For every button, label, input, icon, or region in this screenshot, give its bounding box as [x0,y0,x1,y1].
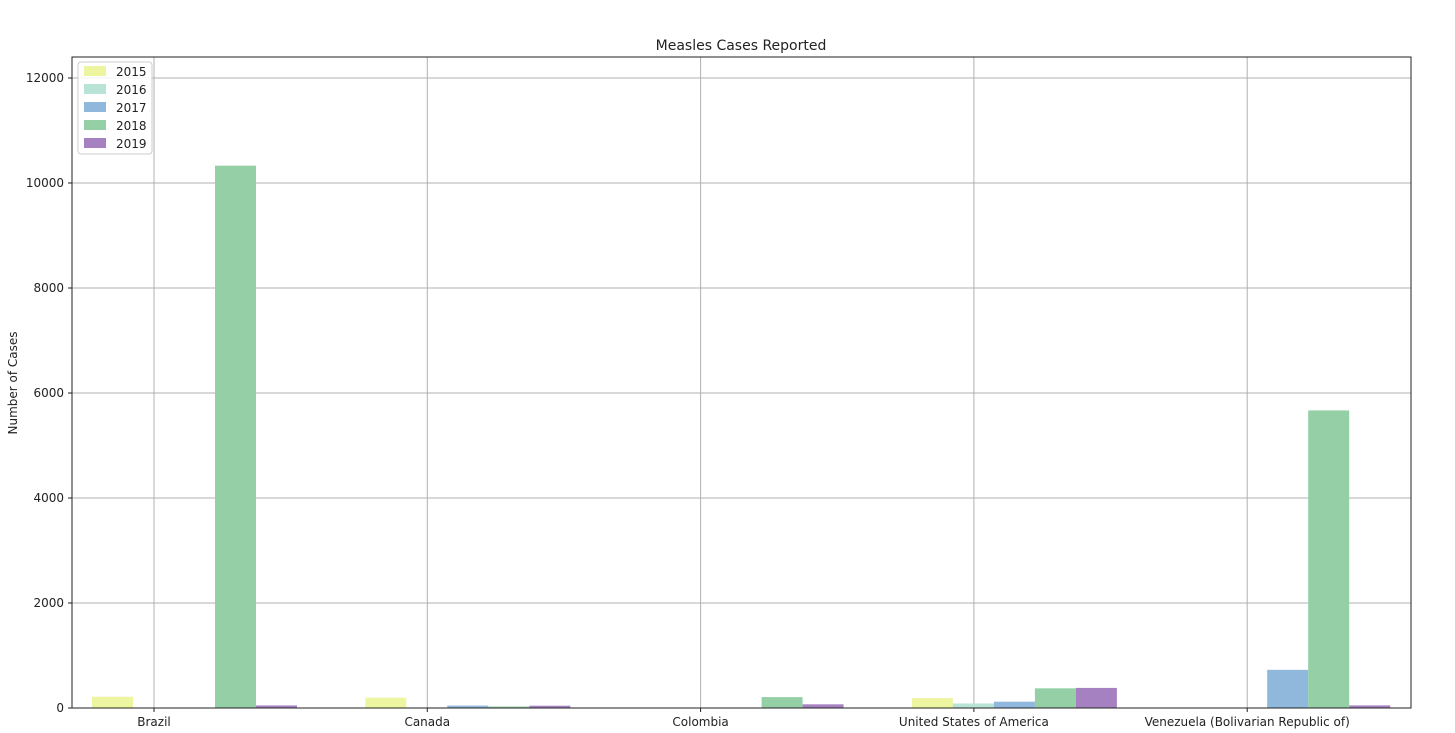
bar-2019-3 [1075,687,1117,708]
chart-title: Measles Cases Reported [656,38,827,54]
bar-2018-2 [761,697,803,708]
bar-2019-0 [256,705,297,708]
bar-2015-3 [911,698,953,708]
y-tick-label: 2000 [33,596,64,610]
y-tick-label: 0 [56,701,64,715]
legend-swatch-2015 [84,66,106,76]
y-tick-label: 12000 [26,71,64,85]
bar-2015-0 [92,696,133,708]
bars-layer [92,165,1391,709]
legend-label: 2015 [116,65,147,79]
x-tick-label: Canada [404,715,450,729]
y-axis-label: Number of Cases [6,331,20,434]
x-tick-label: Venezuela (Bolivarian Republic of) [1145,715,1350,729]
legend-label: 2016 [116,83,147,97]
bar-2018-4 [1308,410,1350,708]
bar-2019-1 [529,705,571,708]
legend-swatch-2017 [84,102,106,112]
legend-label: 2019 [116,137,147,151]
legend-label: 2018 [116,119,147,133]
bar-2019-4 [1349,705,1391,708]
y-tick-label: 10000 [26,176,64,190]
legend-swatch-2019 [84,138,106,148]
x-tick-label: Colombia [672,715,728,729]
bar-2018-1 [488,706,530,708]
bar-2016-3 [952,703,994,708]
bar-2018-3 [1034,688,1076,708]
bar-2017-3 [993,701,1035,708]
legend-swatch-2016 [84,84,106,94]
y-tick-label: 6000 [33,386,64,400]
plot-frame [71,56,1412,709]
bar-2018-0 [215,165,256,709]
grid-layer [72,57,1411,709]
ticks-layer: 0 2000 4000 6000 8000 10000 12000 Brazil Canada C… [26,71,1350,729]
legend: 2015 2016 2017 2018 2019 [77,61,153,155]
bar-2019-2 [802,704,844,708]
x-tick-label: Brazil [137,715,171,729]
x-tick-label: United States of America [899,715,1049,729]
legend-label: 2017 [116,101,147,115]
legend-swatch-2018 [84,120,106,130]
y-tick-label: 8000 [33,281,64,295]
bar-2015-1 [365,697,407,708]
bar-2017-1 [447,705,489,708]
y-tick-label: 4000 [33,491,64,505]
bar-2017-4 [1267,669,1309,708]
